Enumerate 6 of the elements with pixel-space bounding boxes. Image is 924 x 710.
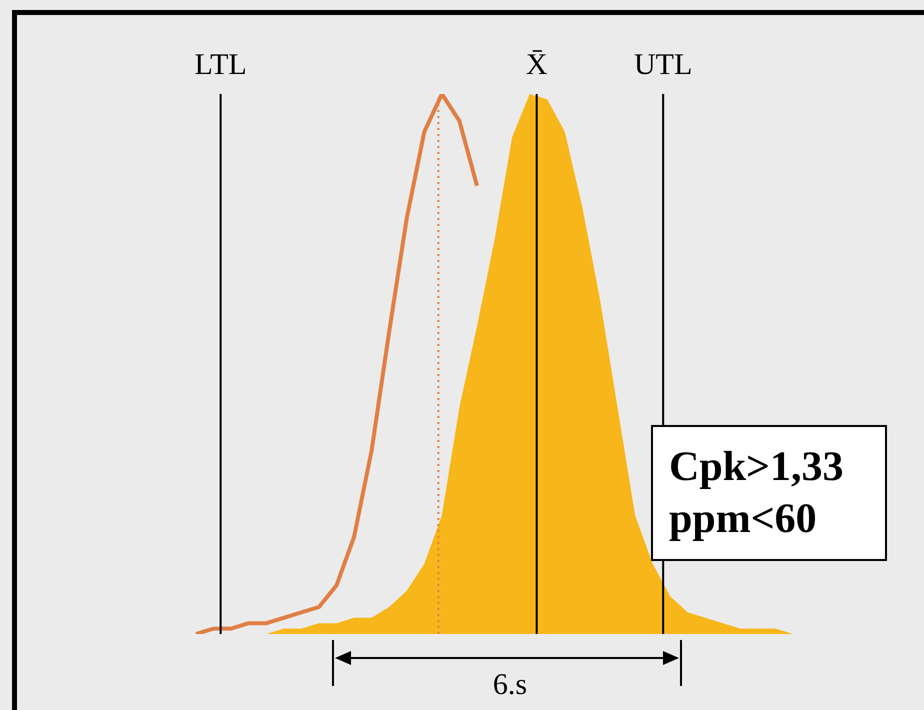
annotation: ppm<60 bbox=[669, 495, 818, 544]
annotation: Cpk>1,33 bbox=[669, 443, 844, 492]
text: LTL bbox=[194, 48, 247, 81]
text: X̄ bbox=[526, 48, 548, 81]
text: UTL bbox=[634, 48, 692, 81]
text: 6.s bbox=[492, 668, 528, 702]
